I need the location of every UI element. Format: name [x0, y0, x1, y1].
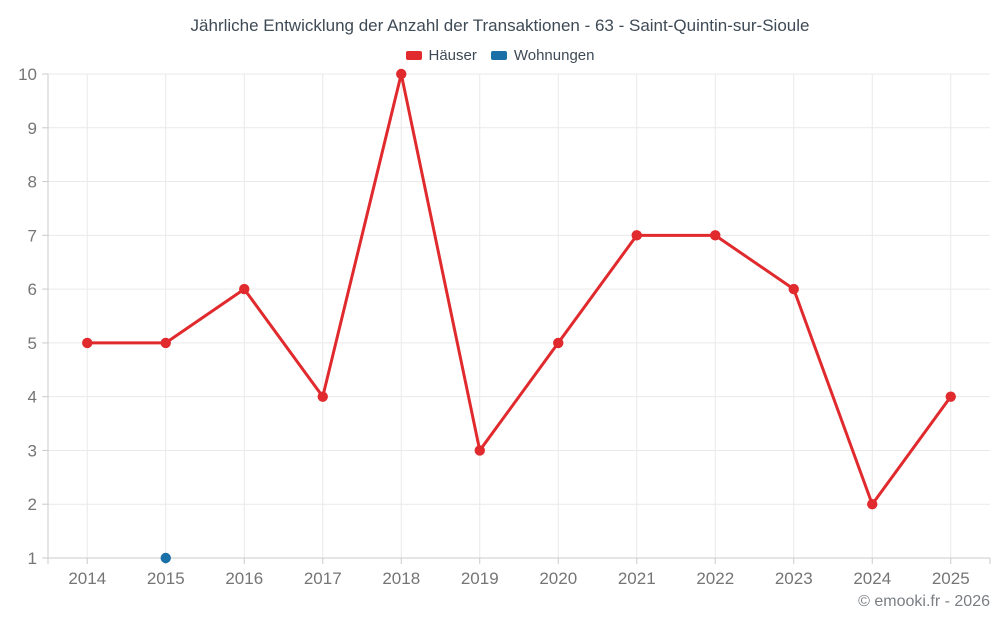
- legend-item-wohnungen[interactable]: Wohnungen: [490, 47, 595, 64]
- data-point-häuser-2016[interactable]: [239, 283, 250, 295]
- series-line-häuser: [85, 72, 953, 506]
- data-point-häuser-2014[interactable]: [82, 337, 93, 349]
- chart-title: Jährliche Entwicklung der Anzahl der Tra…: [190, 16, 810, 35]
- x-tick-label: 2025: [932, 569, 970, 588]
- x-tick-label: 2024: [853, 569, 891, 588]
- y-tick-label: 9: [28, 119, 37, 138]
- y-tick-label: 6: [28, 280, 37, 299]
- y-tick-label: 3: [28, 441, 37, 460]
- legend-swatch-haeuser: [405, 51, 422, 60]
- data-point-häuser-2024[interactable]: [867, 499, 878, 510]
- x-tick-label: 2022: [696, 569, 734, 588]
- y-tick-label: 5: [28, 334, 37, 353]
- y-tick-label: 2: [28, 495, 37, 514]
- x-tick-label: 2017: [304, 569, 342, 588]
- data-point-häuser-2022[interactable]: [710, 230, 721, 241]
- x-tick-label: 2020: [539, 569, 577, 588]
- x-tick-label: 2015: [147, 569, 185, 588]
- data-point-wohnungen-2015[interactable]: [160, 552, 171, 564]
- x-tick-label: 2023: [775, 569, 813, 588]
- data-point-häuser-2015[interactable]: [160, 337, 171, 349]
- data-point-häuser-2017[interactable]: [317, 391, 328, 402]
- x-tick-label: 2014: [68, 569, 106, 588]
- y-tick-label: 4: [28, 388, 37, 407]
- data-point-häuser-2023[interactable]: [788, 283, 799, 295]
- x-tick-label: 2019: [461, 569, 499, 588]
- legend-label-haeuser: Häuser: [428, 47, 477, 64]
- attribution: © emooki.fr - 2026: [858, 593, 990, 610]
- x-tick-label: 2021: [618, 569, 656, 588]
- x-tick-label: 2018: [382, 569, 420, 588]
- data-point-häuser-2025[interactable]: [945, 391, 956, 402]
- legend-label-wohnungen: Wohnungen: [513, 47, 595, 64]
- data-point-häuser-2021[interactable]: [631, 230, 642, 241]
- data-point-häuser-2020[interactable]: [553, 337, 564, 349]
- y-tick-label: 1: [28, 549, 37, 568]
- y-tick-label: 10: [18, 65, 37, 84]
- y-tick-label: 8: [28, 173, 37, 192]
- data-point-häuser-2018[interactable]: [396, 68, 407, 80]
- legend-swatch-wohnungen: [490, 51, 507, 60]
- chart-legend: Häuser Wohnungen: [0, 47, 1000, 64]
- data-point-häuser-2019[interactable]: [474, 445, 485, 456]
- x-tick-label: 2016: [225, 569, 263, 588]
- legend-item-haeuser[interactable]: Häuser: [405, 47, 477, 64]
- y-tick-label: 7: [28, 226, 37, 245]
